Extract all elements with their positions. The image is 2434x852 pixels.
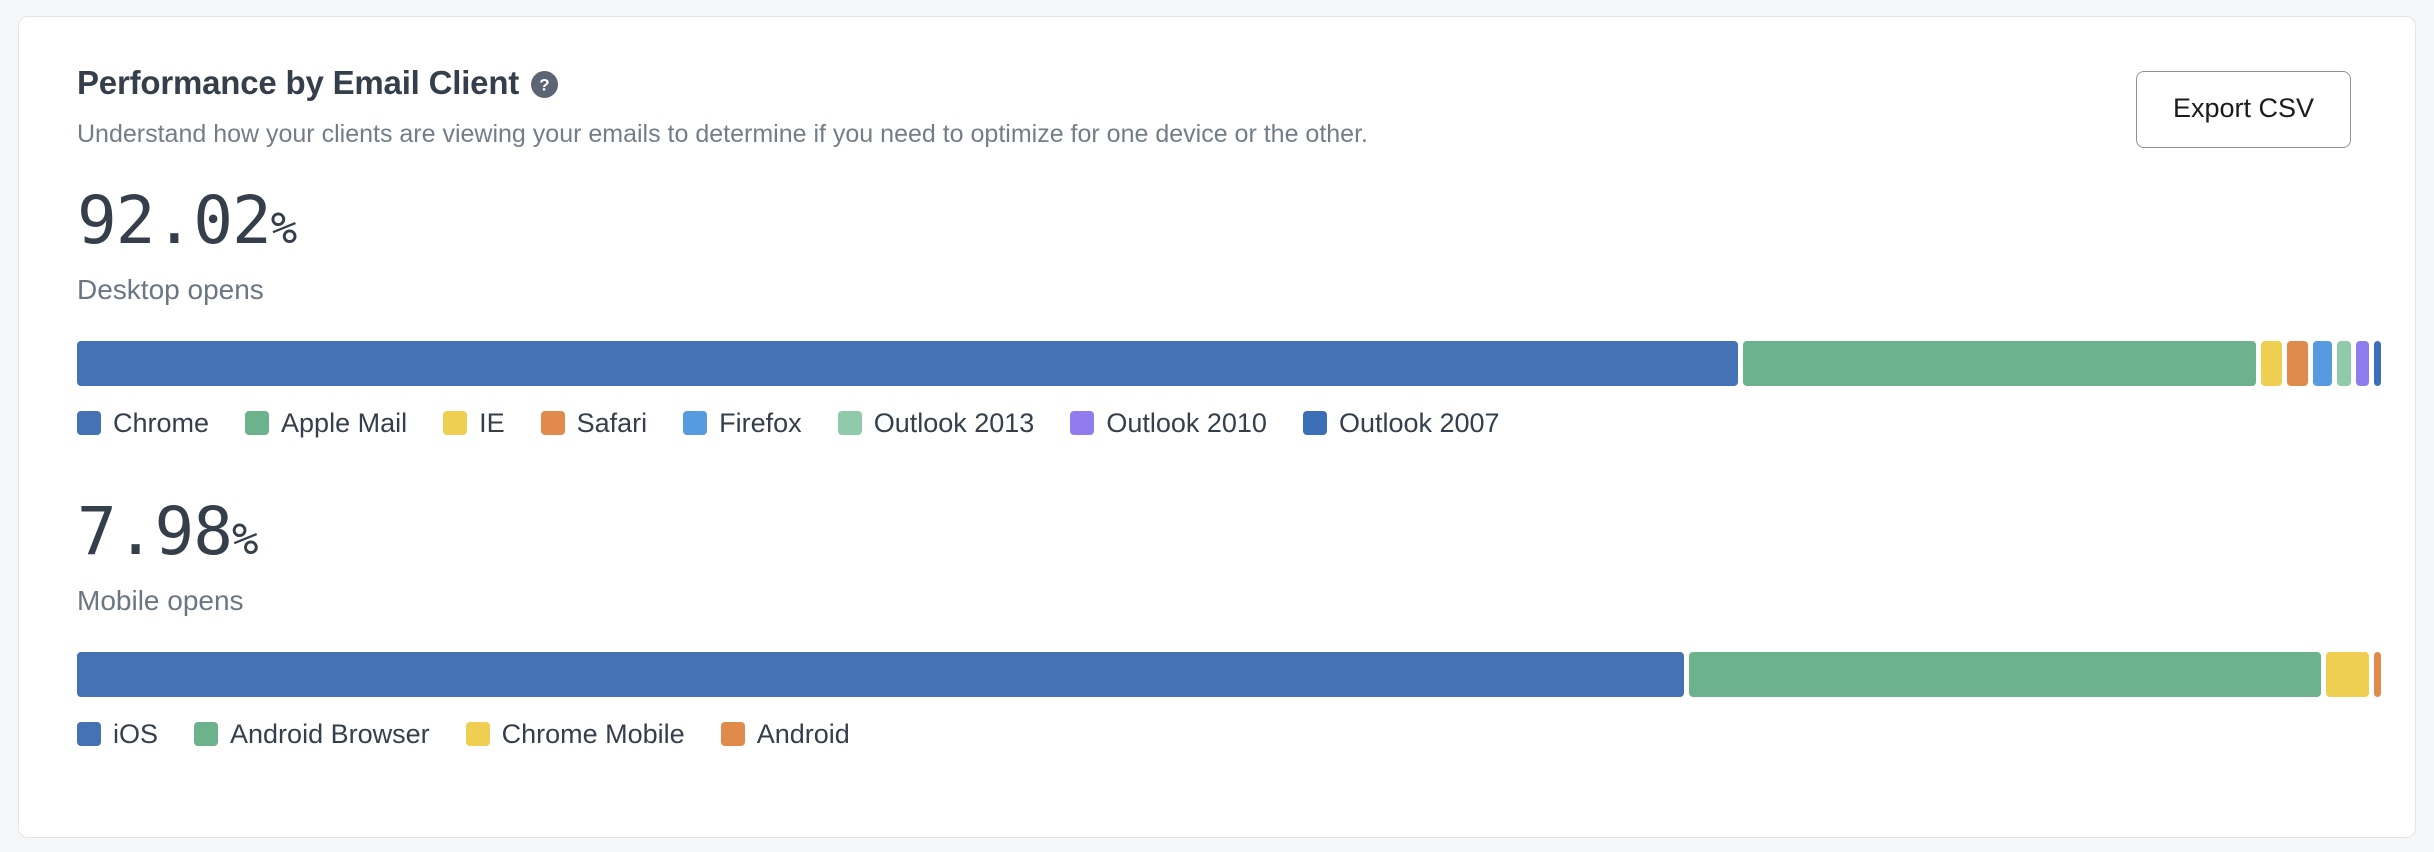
bar-segment-outlook-2007[interactable] (2374, 341, 2381, 386)
desktop-legend-item-safari[interactable]: Safari (540, 407, 648, 439)
desktop-legend-item-outlook-2013[interactable]: Outlook 2013 (837, 407, 1035, 439)
bar-segment-apple-mail[interactable] (1742, 341, 2256, 386)
legend-swatch-icon (1302, 411, 1327, 435)
mobile-metric-label: Mobile opens (77, 585, 244, 616)
card-header: Performance by Email Client ? Understand… (77, 59, 2357, 150)
legend-label: Outlook 2007 (1338, 408, 1500, 438)
legend-swatch-icon (1070, 411, 1095, 435)
desktop-metric-block: 92.02% Desktop opens Chrome Apple Mail IE S… (77, 184, 2381, 439)
performance-card: Performance by Email Client ? Understand… (18, 16, 2416, 838)
desktop-legend-item-apple-mail[interactable]: Apple Mail (245, 407, 407, 439)
legend-label: Outlook 2010 (1106, 408, 1267, 438)
desktop-percentage-number: 92.02 (77, 182, 272, 259)
legend-label: Outlook 2013 (873, 408, 1035, 438)
card-header-text: Performance by Email Client ? Understand… (77, 59, 1368, 150)
bar-segment-chrome-mobile[interactable] (2325, 652, 2370, 697)
legend-label: iOS (113, 719, 159, 749)
mobile-legend: iOS Android Browser Chrome Mobile Android (77, 718, 2357, 750)
legend-swatch-icon (77, 722, 101, 746)
svg-text:?: ? (539, 76, 549, 95)
help-circle-icon[interactable]: ? (531, 71, 559, 98)
mobile-legend-item-chrome-mobile[interactable]: Chrome Mobile (465, 718, 685, 750)
legend-swatch-icon (77, 411, 101, 435)
desktop-legend-item-outlook-2007[interactable]: Outlook 2007 (1302, 407, 1500, 439)
bar-segment-chrome[interactable] (77, 341, 1738, 386)
desktop-stacked-bar (77, 341, 2381, 386)
card-subtitle: Understand how your clients are viewing … (77, 120, 1368, 148)
bar-segment-android[interactable] (2374, 652, 2381, 697)
legend-label: Firefox (719, 408, 802, 438)
bar-segment-ie[interactable] (2260, 341, 2283, 386)
legend-swatch-icon (245, 411, 270, 435)
mobile-percentage-number: 7.98 (77, 493, 233, 570)
desktop-legend-item-outlook-2010[interactable]: Outlook 2010 (1070, 407, 1267, 439)
title-row: Performance by Email Client ? (77, 63, 1368, 103)
legend-swatch-icon (194, 722, 219, 746)
legend-label: IE (479, 408, 505, 438)
desktop-percent-sign: % (270, 203, 298, 254)
legend-swatch-icon (683, 411, 708, 435)
legend-label: Safari (576, 408, 648, 438)
desktop-legend-item-chrome[interactable]: Chrome (77, 407, 209, 439)
legend-label: Chrome Mobile (501, 719, 685, 749)
mobile-percent-sign: % (231, 514, 259, 565)
legend-label: Android Browser (230, 719, 430, 749)
mobile-legend-item-android-browser[interactable]: Android Browser (194, 718, 430, 750)
bar-segment-safari[interactable] (2287, 341, 2308, 386)
mobile-percentage: 7.98% (77, 495, 2357, 577)
bar-segment-outlook-2010[interactable] (2355, 341, 2370, 386)
desktop-legend-item-ie[interactable]: IE (443, 407, 505, 439)
legend-label: Android (756, 719, 850, 749)
mobile-stacked-bar (77, 652, 2381, 697)
export-csv-button[interactable]: Export CSV (2135, 71, 2351, 148)
page-title: Performance by Email Client (77, 64, 520, 101)
legend-label: Chrome (113, 408, 210, 438)
bar-segment-android-browser[interactable] (1688, 652, 2321, 697)
legend-swatch-icon (540, 411, 565, 435)
mobile-legend-item-ios[interactable]: iOS (77, 718, 158, 750)
legend-swatch-icon (465, 722, 490, 746)
mobile-metric-block: 7.98% Mobile opens iOS Android Browser Chr… (77, 495, 2381, 750)
legend-swatch-icon (443, 411, 468, 435)
mobile-legend-item-android[interactable]: Android (720, 718, 850, 750)
legend-label: Apple Mail (281, 408, 408, 438)
desktop-legend: Chrome Apple Mail IE Safari Firefox Outlook 2… (77, 407, 2357, 439)
bar-segment-ios[interactable] (77, 652, 1684, 697)
desktop-metric-label: Desktop opens (77, 274, 264, 305)
legend-swatch-icon (837, 411, 862, 435)
legend-swatch-icon (720, 722, 745, 746)
bar-segment-firefox[interactable] (2312, 341, 2332, 386)
bar-segment-outlook-2013[interactable] (2336, 341, 2351, 386)
desktop-percentage: 92.02% (77, 184, 2357, 266)
desktop-legend-item-firefox[interactable]: Firefox (683, 407, 802, 439)
